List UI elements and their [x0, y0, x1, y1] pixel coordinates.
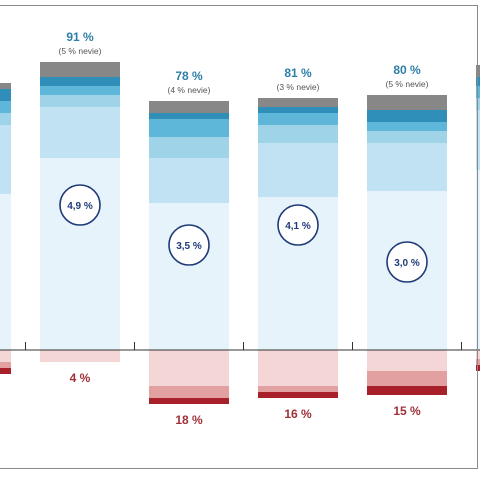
bar-segment-positive-3: [149, 137, 229, 158]
bar-segment-positive-5: [0, 89, 11, 101]
dont-know-label: (5 % nevie): [59, 46, 102, 56]
negative-total-label: 4 %: [70, 371, 91, 385]
bar-segment-positive-2: [367, 143, 447, 191]
bar-segment-positive-4: [258, 113, 338, 125]
bar-segment-positive-3: [367, 131, 447, 143]
bar-segment-positive-4: [367, 122, 447, 131]
bar-segment-positive-6: [149, 101, 229, 113]
bar-segment-negative-2: [0, 362, 11, 368]
positive-total-label: 81 %: [284, 66, 312, 80]
circle-badge-label: 4,9 %: [67, 201, 93, 212]
bar-segment-negative-3: [0, 368, 11, 374]
bar-segment-negative-3: [367, 386, 447, 395]
chart-border: [0, 5, 478, 469]
bar-segment-positive-3: [258, 125, 338, 143]
bar-group: 4,1 %: [258, 98, 338, 398]
negative-total-label: 18 %: [175, 413, 203, 427]
bar-segment-positive-2: [258, 143, 338, 197]
bar-segment-positive-2: [40, 107, 120, 158]
negative-total-label: 15 %: [393, 404, 421, 418]
bar-segment-negative-1: [0, 350, 11, 362]
positive-total-label: 80 %: [393, 63, 421, 77]
bar-segment-positive-3: [0, 113, 11, 125]
positive-total-label: 78 %: [175, 69, 203, 83]
bar-segment-positive-1: [476, 170, 480, 350]
bar-segment-positive-5: [476, 77, 480, 86]
bar-segment-positive-6: [367, 95, 447, 110]
circle-badge-label: 4,1 %: [285, 221, 311, 232]
bars-layer: 4,9 % 3,5 % 4,1 % 3,0 %: [0, 62, 480, 404]
bar-segment-positive-6: [476, 65, 480, 77]
bar-segment-positive-3: [476, 98, 480, 110]
bar-group: 3,5 %: [149, 101, 229, 404]
bar-segment-positive-2: [476, 110, 480, 170]
bar-group: 4,9 %: [40, 62, 120, 362]
labels-layer: 91 % (5 % nevie) 4 % 78 % (4 % nevie) 18 % 81 …: [59, 30, 429, 427]
bar-segment-positive-4: [149, 119, 229, 137]
axis-layer: [0, 342, 480, 351]
bar-segment-positive-2: [149, 158, 229, 203]
bar-segment-positive-6: [258, 98, 338, 107]
bar-segment-negative-1: [40, 350, 120, 362]
negative-total-label: 16 %: [284, 407, 312, 421]
positive-total-label: 91 %: [66, 30, 94, 44]
dont-know-label: (3 % nevie): [277, 82, 320, 92]
bar-segment-positive-6: [40, 62, 120, 77]
dont-know-label: (4 % nevie): [168, 85, 211, 95]
circle-badge: [168, 224, 210, 266]
bar-segment-negative-3: [476, 365, 480, 371]
bar-segment-negative-1: [367, 350, 447, 371]
bar-segment-negative-2: [149, 386, 229, 398]
bar-segment-positive-6: [0, 83, 11, 89]
bar-segment-positive-3: [40, 95, 120, 107]
bar-group: [476, 65, 480, 371]
circle-badge-label: 3,0 %: [394, 258, 420, 269]
bar-segment-negative-1: [149, 350, 229, 386]
bar-segment-positive-4: [40, 86, 120, 95]
circle-badge-label: 3,5 %: [176, 241, 202, 252]
dont-know-label: (5 % nevie): [386, 79, 429, 89]
bar-segment-negative-1: [258, 350, 338, 386]
bar-segment-negative-2: [476, 359, 480, 365]
bar-segment-positive-4: [0, 101, 11, 113]
bar-group: 3,0 %: [367, 95, 447, 395]
bar-segment-positive-2: [0, 125, 11, 194]
bar-segment-positive-1: [0, 194, 11, 350]
bar-segment-positive-5: [149, 113, 229, 119]
bar-segment-positive-5: [40, 77, 120, 86]
bar-segment-negative-3: [149, 398, 229, 404]
bar-segment-positive-5: [258, 107, 338, 113]
circle-badge: [386, 241, 428, 283]
bar-segment-negative-3: [258, 392, 338, 398]
circle-badge: [59, 184, 101, 226]
bar-group: [0, 83, 11, 374]
bar-segment-negative-2: [258, 386, 338, 392]
circle-badge: [277, 204, 319, 246]
bar-segment-positive-4: [476, 86, 480, 98]
bar-segment-positive-5: [367, 110, 447, 122]
bar-segment-negative-1: [476, 350, 480, 359]
bar-segment-negative-2: [367, 371, 447, 386]
